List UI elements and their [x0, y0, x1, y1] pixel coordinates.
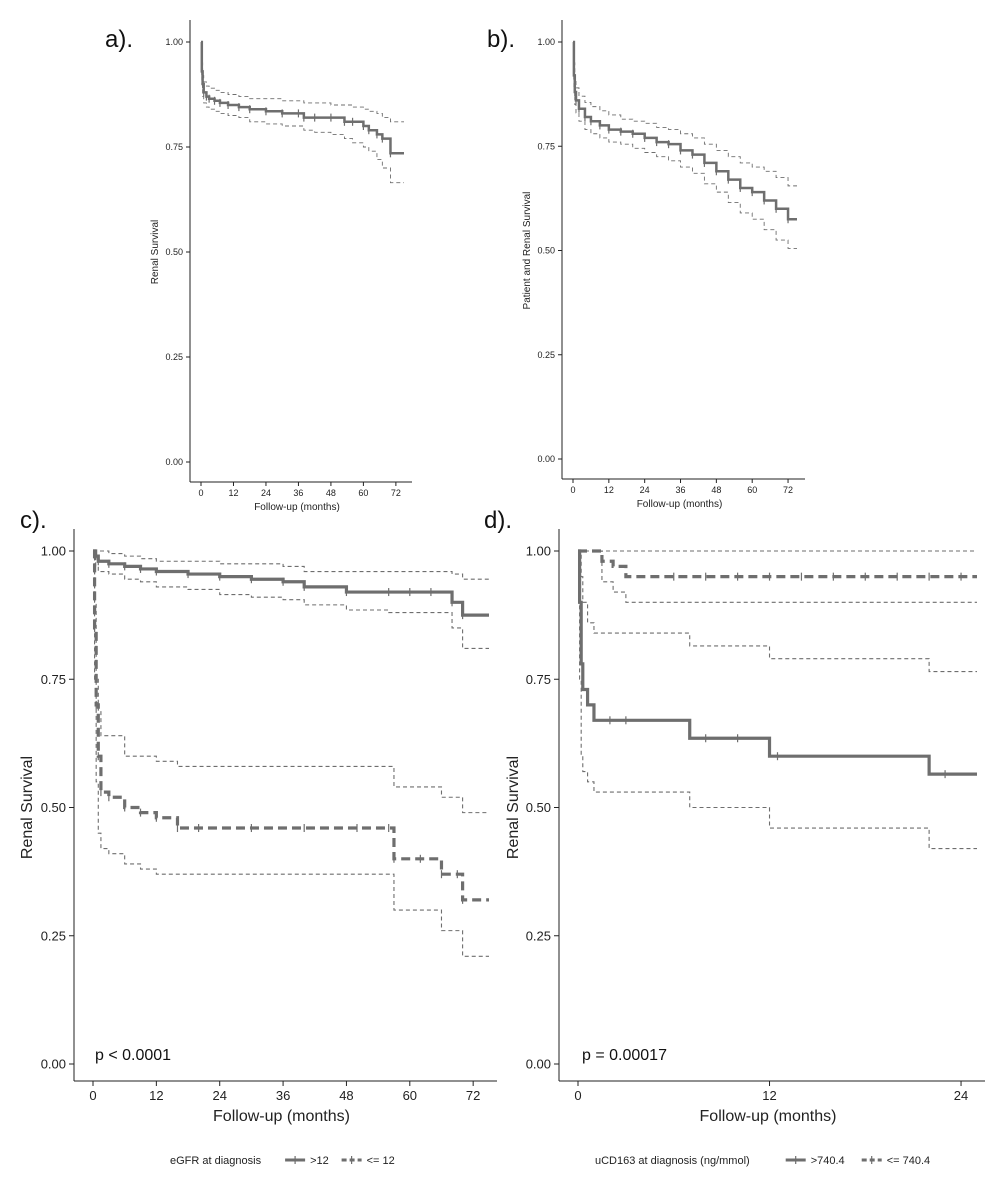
y-tick-label: 1.00 — [41, 544, 66, 559]
y-tick-label: 0.75 — [537, 141, 555, 151]
y-tick-label: 1.00 — [165, 37, 183, 47]
x-tick-label: 36 — [276, 1088, 290, 1103]
ci-upper-line — [578, 550, 977, 673]
y-tick-label: 0.00 — [526, 1057, 551, 1072]
x-tick-label: 60 — [358, 488, 368, 498]
x-tick-label: 24 — [212, 1088, 226, 1103]
legend-label-1: >740.4 — [811, 1155, 845, 1167]
y-tick-label: 0.25 — [165, 352, 183, 362]
panel-4: d). 0.00 0.25 0.50 0.75 1.00 0 12 24 Follow-up (m… — [484, 507, 985, 1167]
panel-label: b). — [487, 26, 515, 53]
panel-1: a). 0.00 0.25 0.50 0.75 1.00 0 12 24 36 48 60 72 Foll… — [105, 20, 412, 513]
y-tick-label: 0.25 — [41, 928, 66, 943]
x-tick-label: 0 — [89, 1088, 96, 1103]
y-tick-label: 0.00 — [41, 1057, 66, 1072]
legend-title: uCD163 at diagnosis (ng/mmol) — [595, 1155, 750, 1167]
p-value: p = 0.00017 — [582, 1047, 667, 1064]
ci-upper-line — [93, 550, 489, 580]
y-axis-title: Renal Survival — [505, 756, 522, 859]
x-tick-label: 36 — [676, 485, 686, 495]
x-tick-label: 60 — [403, 1088, 417, 1103]
x-tick-label: 12 — [762, 1088, 776, 1103]
survival-curve-0 — [93, 549, 489, 617]
x-tick-label: 12 — [228, 488, 238, 498]
ci-lower-line — [578, 550, 977, 603]
y-tick-label: 0.25 — [526, 928, 551, 943]
x-axis-title: Follow-up (months) — [700, 1108, 837, 1125]
y-tick-label: 1.00 — [537, 37, 555, 47]
legend-title: eGFR at diagnosis — [170, 1155, 262, 1167]
ci-upper-line — [93, 550, 489, 814]
y-tick-label: 0.75 — [165, 142, 183, 152]
panel-label: c). — [20, 507, 47, 534]
survival-curve-1 — [92, 549, 489, 902]
ci-lower-line — [578, 550, 977, 850]
x-tick-label: 72 — [391, 488, 401, 498]
ci-lower-line — [93, 550, 489, 650]
survival-curve-0 — [577, 549, 977, 776]
x-tick-label: 24 — [954, 1088, 968, 1103]
x-tick-label: 72 — [466, 1088, 480, 1103]
ci-upper-line — [573, 41, 797, 187]
y-tick-label: 0.50 — [526, 800, 551, 815]
y-axis-title: Patient and Renal Survival — [522, 192, 533, 310]
ci-lower-line — [573, 41, 797, 249]
x-tick-label: 0 — [570, 485, 575, 495]
x-axis-title: Follow-up (months) — [637, 499, 723, 510]
x-axis-title: Follow-up (months) — [254, 502, 340, 513]
panel-2: b). 0.00 0.25 0.50 0.75 1.00 0 12 24 36 48 60 72 Foll… — [487, 20, 805, 510]
p-value: p < 0.0001 — [95, 1047, 171, 1064]
y-tick-label: 0.25 — [537, 350, 555, 360]
legend-label-1: >12 — [310, 1155, 329, 1167]
ci-lower-line — [201, 41, 404, 184]
ci-upper-line — [201, 41, 404, 123]
ci-lower-line — [93, 550, 489, 957]
y-tick-label: 0.50 — [41, 800, 66, 815]
x-tick-label: 48 — [339, 1088, 353, 1103]
x-axis-title: Follow-up (months) — [213, 1108, 350, 1125]
x-tick-label: 60 — [747, 485, 757, 495]
x-tick-label: 48 — [326, 488, 336, 498]
x-tick-label: 24 — [261, 488, 271, 498]
y-tick-label: 0.00 — [165, 457, 183, 467]
survival-curve-1 — [578, 549, 977, 579]
y-tick-label: 0.00 — [537, 454, 555, 464]
x-tick-label: 0 — [198, 488, 203, 498]
y-tick-label: 0.75 — [526, 672, 551, 687]
y-tick-label: 0.75 — [41, 672, 66, 687]
x-tick-label: 12 — [149, 1088, 163, 1103]
y-tick-label: 1.00 — [526, 544, 551, 559]
legend-label-2: <= 740.4 — [887, 1155, 930, 1167]
panel-3: c). 0.00 0.25 0.50 0.75 1.00 0 12 24 36 48 60 72 Foll… — [19, 507, 497, 1167]
y-tick-label: 0.50 — [537, 246, 555, 256]
y-axis-title: Renal Survival — [19, 756, 36, 859]
y-axis-title: Renal Survival — [150, 220, 161, 284]
x-tick-label: 24 — [640, 485, 650, 495]
x-tick-label: 0 — [574, 1088, 581, 1103]
x-tick-label: 12 — [604, 485, 614, 495]
panel-label: a). — [105, 26, 133, 53]
legend-label-2: <= 12 — [367, 1155, 395, 1167]
survival-curve — [572, 40, 797, 221]
y-tick-label: 0.50 — [165, 247, 183, 257]
x-tick-label: 72 — [783, 485, 793, 495]
survival-curve — [200, 40, 404, 155]
panel-label: d). — [484, 507, 512, 534]
x-tick-label: 36 — [293, 488, 303, 498]
x-tick-label: 48 — [711, 485, 721, 495]
